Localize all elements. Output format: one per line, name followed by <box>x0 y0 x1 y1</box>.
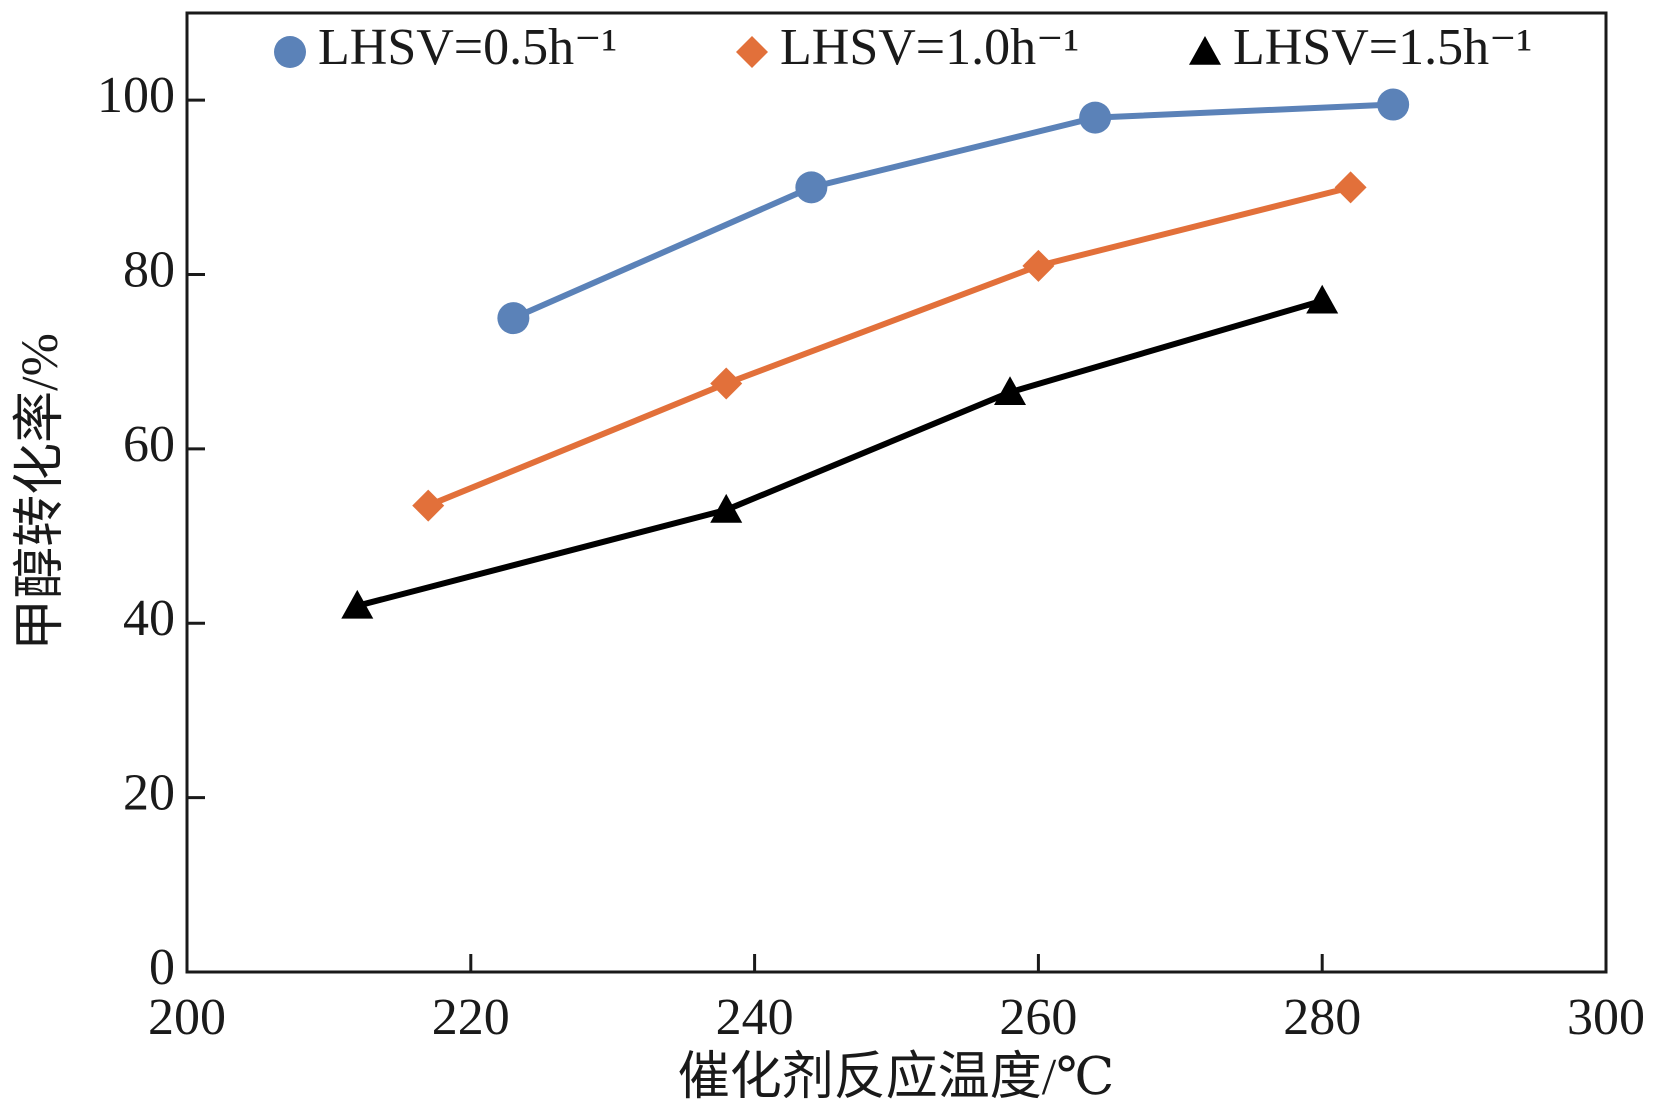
marker <box>497 302 530 335</box>
marker <box>1306 284 1339 314</box>
legend-label: LHSV=0.5h⁻¹ <box>318 19 617 76</box>
marker <box>1334 171 1367 204</box>
marker <box>795 171 828 204</box>
series-line <box>356 297 1324 609</box>
marker <box>1022 249 1055 282</box>
y-tick-label: 0 <box>149 939 175 996</box>
plot-frame <box>185 11 1608 974</box>
series-line <box>427 184 1352 509</box>
marker <box>994 376 1027 406</box>
marker <box>710 493 743 523</box>
y-axis-label: 甲醇转化率/% <box>12 333 69 651</box>
y-tick-label: 20 <box>123 765 175 822</box>
x-axis-label: 催化剂反应温度/℃ <box>678 1049 1115 1106</box>
legend-marker <box>1189 36 1221 65</box>
x-tick-label: 220 <box>432 989 510 1046</box>
x-tick-label: 300 <box>1567 989 1645 1046</box>
marker <box>341 589 374 619</box>
x-tick-label: 260 <box>999 989 1077 1046</box>
marker <box>1377 88 1410 121</box>
legend-marker <box>274 36 306 68</box>
legend-marker <box>736 36 768 68</box>
y-tick-label: 60 <box>123 416 175 473</box>
x-tick-label: 200 <box>148 989 226 1046</box>
legend-label: LHSV=1.5h⁻¹ <box>1233 19 1532 76</box>
x-tick-label: 240 <box>716 989 794 1046</box>
legend-label: LHSV=1.0h⁻¹ <box>780 19 1079 76</box>
y-tick-label: 100 <box>97 67 175 124</box>
marker <box>412 489 445 522</box>
series-line <box>512 101 1394 321</box>
y-tick-label: 80 <box>123 241 175 298</box>
y-tick-label: 40 <box>123 590 175 647</box>
x-tick-label: 280 <box>1283 989 1361 1046</box>
marker <box>710 367 743 400</box>
marker <box>1079 101 1112 134</box>
